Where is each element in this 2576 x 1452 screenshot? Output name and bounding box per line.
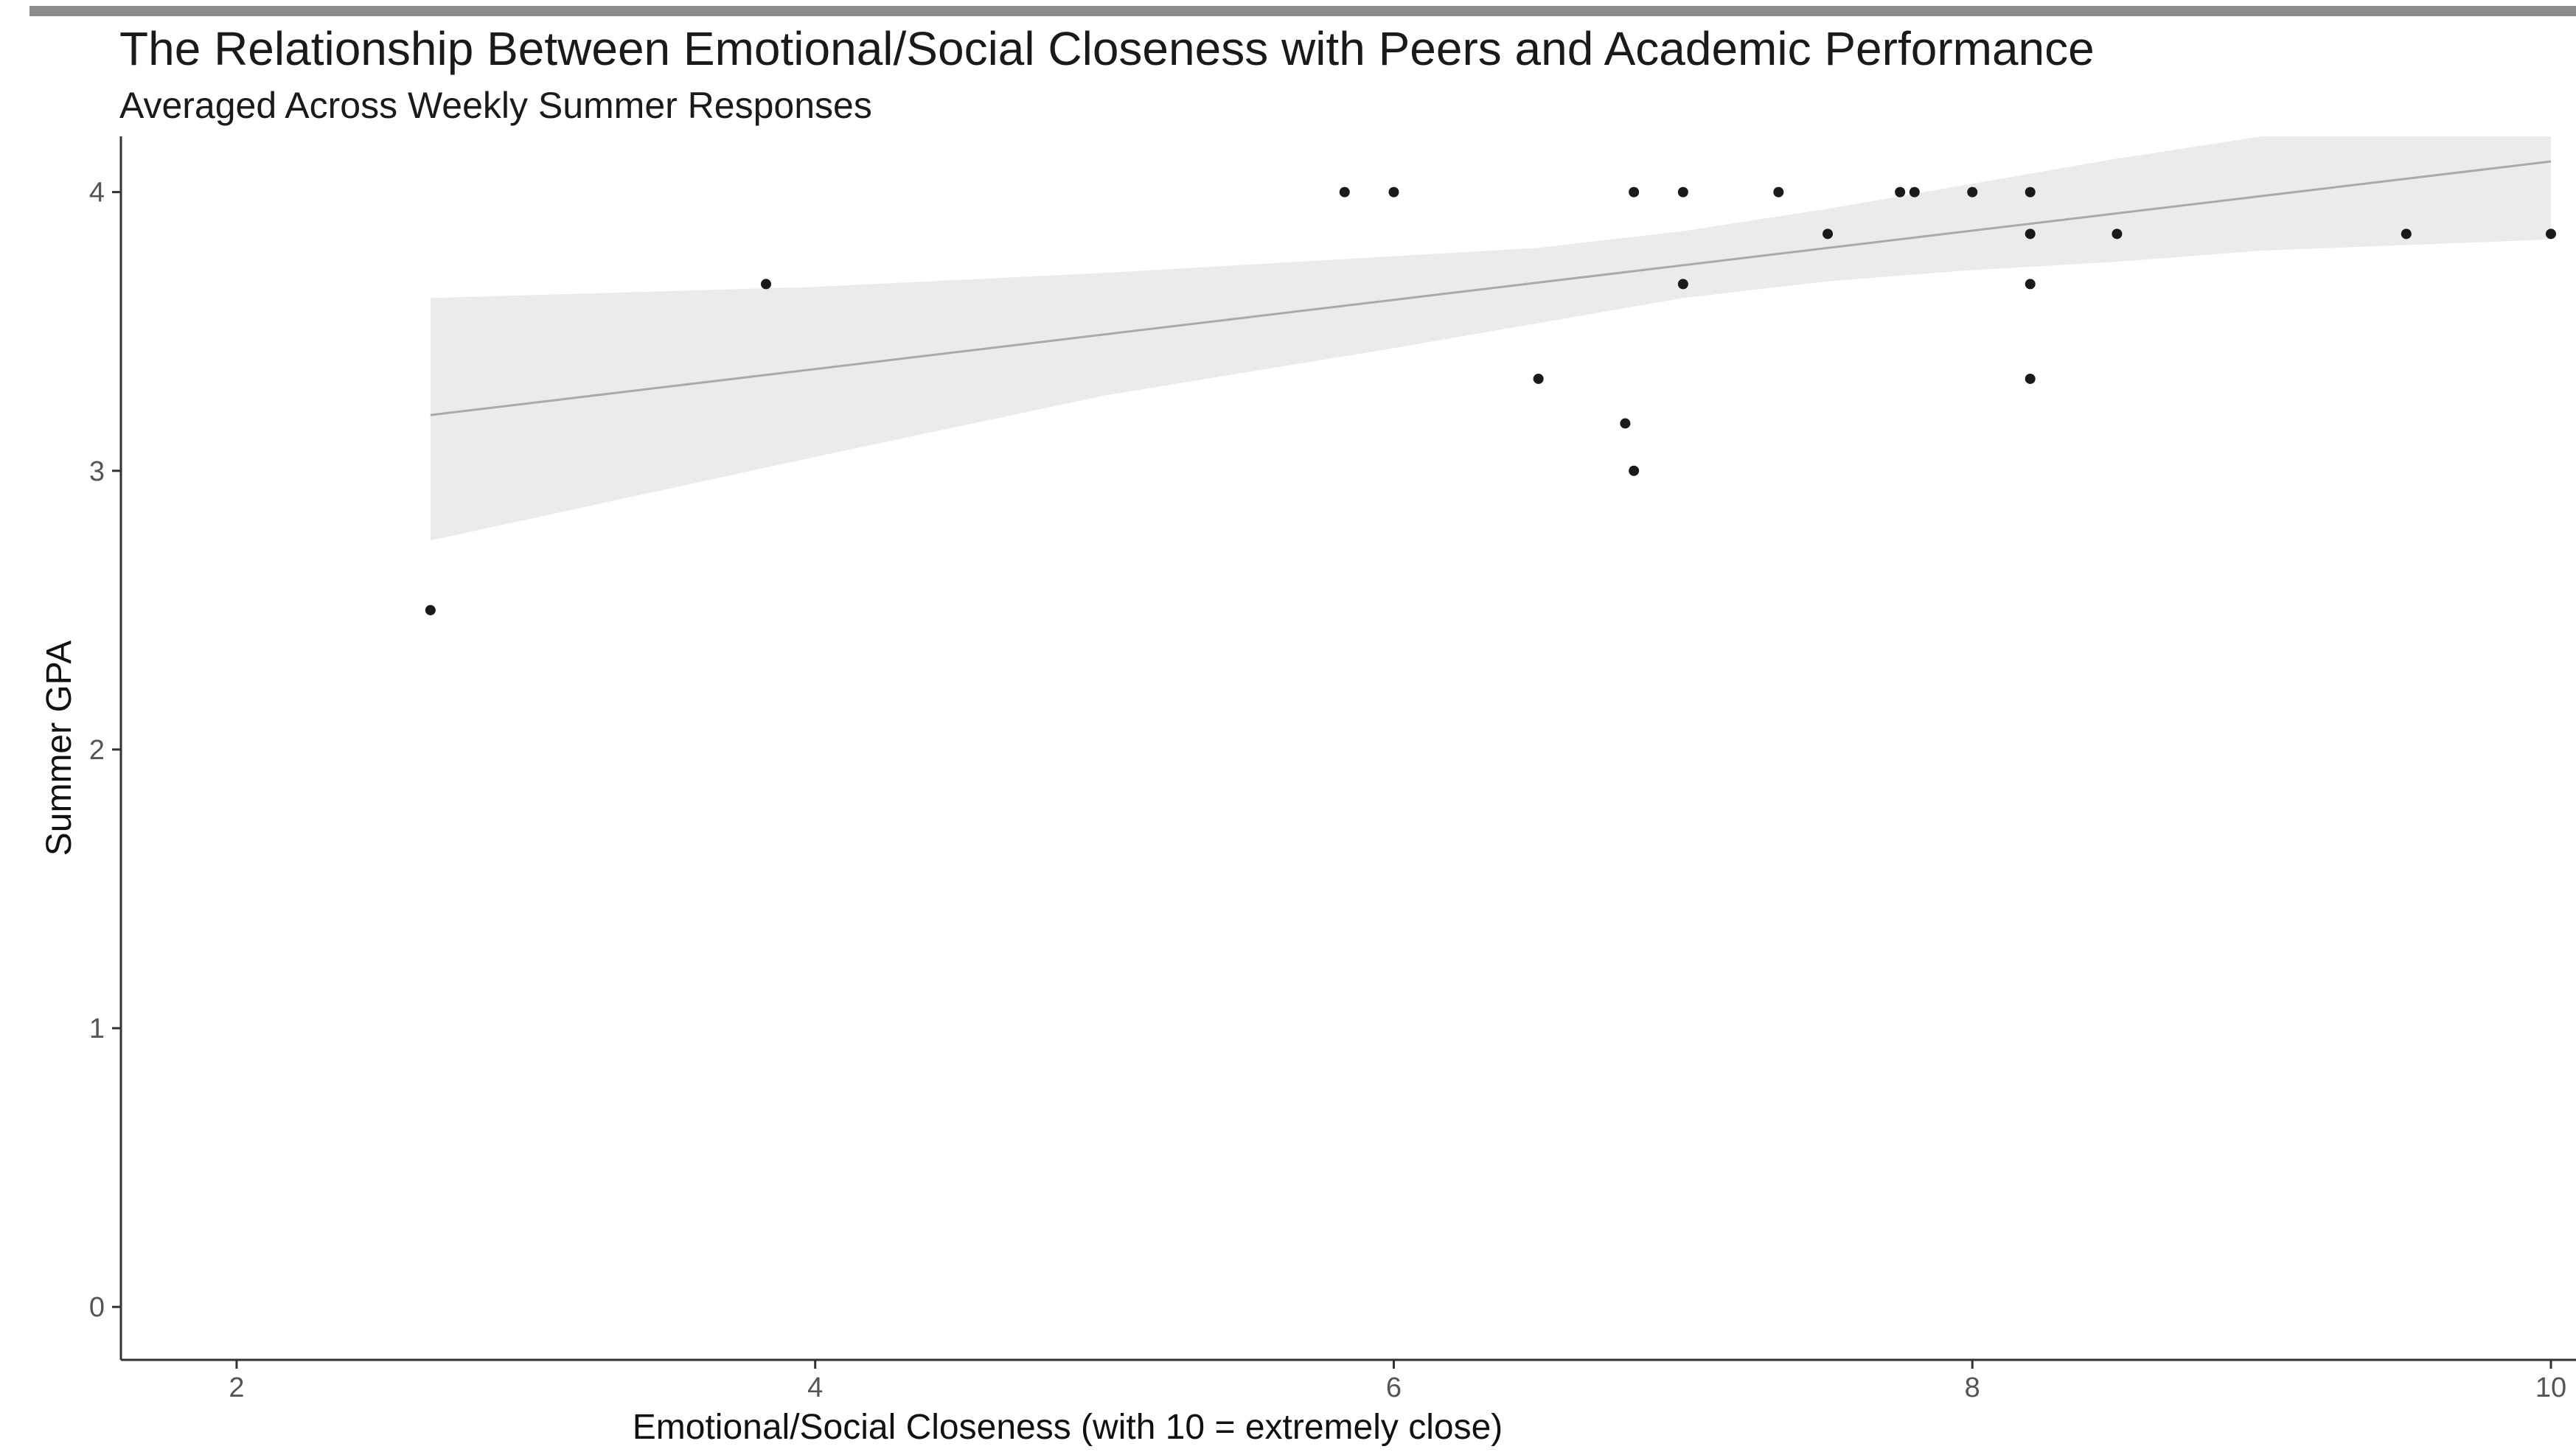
x-tick-label: 2 xyxy=(229,1372,244,1403)
data-point xyxy=(2401,228,2412,240)
data-point xyxy=(2546,228,2556,240)
data-point xyxy=(1388,186,1399,198)
x-axis-label: Emotional/Social Closeness (with 10 = ex… xyxy=(633,1408,1503,1447)
data-point xyxy=(761,279,772,290)
x-tick-label: 4 xyxy=(807,1372,823,1403)
data-point xyxy=(1823,228,1834,240)
data-point xyxy=(2025,186,2036,198)
y-axis-ticks: 0 1 2 3 4 xyxy=(89,178,121,1323)
data-point xyxy=(1677,186,1688,198)
data-point xyxy=(2112,228,2123,240)
chart-subtitle: Averaged Across Weekly Summer Responses xyxy=(119,85,872,126)
data-point xyxy=(1533,373,1544,384)
data-point xyxy=(1629,186,1640,198)
data-point xyxy=(2025,373,2036,384)
data-point xyxy=(1620,418,1631,429)
x-axis-ticks: 2 4 6 8 10 xyxy=(229,1360,2566,1403)
y-tick-label: 2 xyxy=(89,735,105,766)
data-point xyxy=(1909,186,1920,198)
data-point xyxy=(425,604,436,615)
y-tick-label: 0 xyxy=(89,1292,105,1323)
data-point xyxy=(1895,186,1906,198)
data-point xyxy=(2025,228,2036,240)
data-point xyxy=(1339,186,1350,198)
trend-line xyxy=(430,160,2552,416)
data-point xyxy=(1629,465,1640,476)
chart-title: The Relationship Between Emotional/Socia… xyxy=(119,22,2095,75)
x-tick-label: 6 xyxy=(1386,1372,1402,1403)
data-point xyxy=(1677,279,1688,290)
confidence-band xyxy=(430,136,2551,541)
x-tick-label: 8 xyxy=(1965,1372,1980,1403)
y-tick-label: 4 xyxy=(89,178,105,209)
data-point xyxy=(1773,186,1784,198)
y-tick-label: 3 xyxy=(89,456,105,487)
plot-area xyxy=(425,136,2556,615)
y-tick-label: 1 xyxy=(89,1013,105,1044)
top-border xyxy=(29,6,2576,16)
data-point xyxy=(2025,279,2036,290)
y-axis-label: Summer GPA xyxy=(40,641,79,856)
x-tick-label: 10 xyxy=(2535,1372,2566,1403)
data-point xyxy=(1967,186,1978,198)
